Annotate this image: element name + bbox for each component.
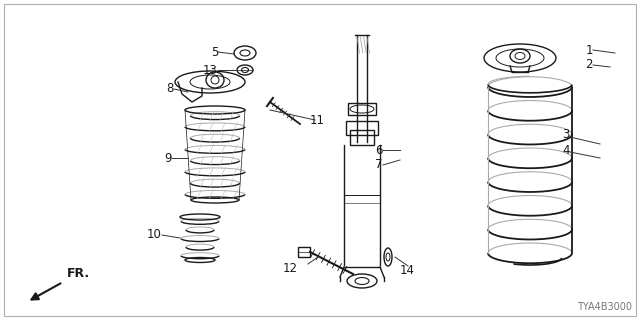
Text: 11: 11	[310, 114, 325, 126]
Text: 13: 13	[203, 63, 218, 76]
Text: 3: 3	[563, 129, 570, 141]
Text: 10: 10	[147, 228, 162, 242]
Text: 8: 8	[166, 83, 174, 95]
Bar	[348, 103, 376, 115]
Text: 1: 1	[586, 44, 593, 57]
Text: 5: 5	[211, 45, 218, 59]
Text: FR.: FR.	[67, 267, 90, 280]
Text: 4: 4	[563, 143, 570, 156]
Text: TYA4B3000: TYA4B3000	[577, 302, 632, 312]
Text: 6: 6	[376, 143, 383, 156]
Text: 2: 2	[586, 59, 593, 71]
Bar	[350, 130, 374, 145]
Text: 7: 7	[376, 158, 383, 172]
Bar	[298, 247, 310, 257]
Text: 12: 12	[282, 261, 298, 275]
Text: 9: 9	[164, 151, 172, 164]
Bar	[346, 121, 378, 135]
Text: 14: 14	[400, 263, 415, 276]
